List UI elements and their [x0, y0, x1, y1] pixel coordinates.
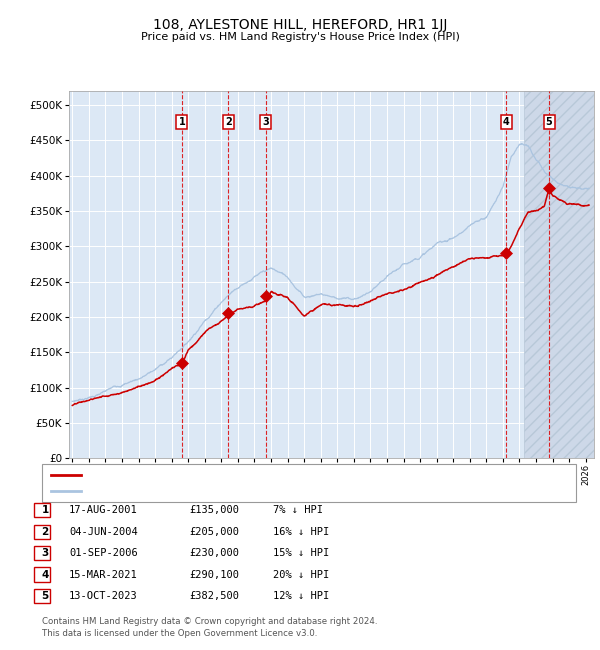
Text: This data is licensed under the Open Government Licence v3.0.: This data is licensed under the Open Gov…	[42, 629, 317, 638]
Text: 15-MAR-2021: 15-MAR-2021	[69, 569, 138, 580]
Text: 04-JUN-2004: 04-JUN-2004	[69, 526, 138, 537]
Text: 15% ↓ HPI: 15% ↓ HPI	[273, 548, 329, 558]
Text: 20% ↓ HPI: 20% ↓ HPI	[273, 569, 329, 580]
Text: 13-OCT-2023: 13-OCT-2023	[69, 591, 138, 601]
Text: 4: 4	[41, 569, 49, 580]
Text: 3: 3	[41, 548, 49, 558]
Text: 108, AYLESTONE HILL, HEREFORD, HR1 1JJ: 108, AYLESTONE HILL, HEREFORD, HR1 1JJ	[153, 18, 447, 32]
Text: HPI: Average price, detached house, Herefordshire: HPI: Average price, detached house, Here…	[87, 486, 340, 496]
Text: 5: 5	[546, 117, 553, 127]
Text: 1: 1	[179, 117, 185, 127]
Text: 4: 4	[503, 117, 510, 127]
Text: Contains HM Land Registry data © Crown copyright and database right 2024.: Contains HM Land Registry data © Crown c…	[42, 617, 377, 626]
Text: 01-SEP-2006: 01-SEP-2006	[69, 548, 138, 558]
Text: 2: 2	[41, 526, 49, 537]
Text: £230,000: £230,000	[189, 548, 239, 558]
Text: £290,100: £290,100	[189, 569, 239, 580]
Text: 16% ↓ HPI: 16% ↓ HPI	[273, 526, 329, 537]
Text: £382,500: £382,500	[189, 591, 239, 601]
Text: 12% ↓ HPI: 12% ↓ HPI	[273, 591, 329, 601]
Text: 17-AUG-2001: 17-AUG-2001	[69, 505, 138, 515]
Text: 5: 5	[41, 591, 49, 601]
Text: 2: 2	[225, 117, 232, 127]
Text: 108, AYLESTONE HILL, HEREFORD, HR1 1JJ (detached house): 108, AYLESTONE HILL, HEREFORD, HR1 1JJ (…	[87, 470, 389, 480]
Text: Price paid vs. HM Land Registry's House Price Index (HPI): Price paid vs. HM Land Registry's House …	[140, 32, 460, 42]
Text: 7% ↓ HPI: 7% ↓ HPI	[273, 505, 323, 515]
Text: 3: 3	[262, 117, 269, 127]
Bar	[524, 91, 600, 458]
Text: £205,000: £205,000	[189, 526, 239, 537]
Text: 1: 1	[41, 505, 49, 515]
Text: £135,000: £135,000	[189, 505, 239, 515]
